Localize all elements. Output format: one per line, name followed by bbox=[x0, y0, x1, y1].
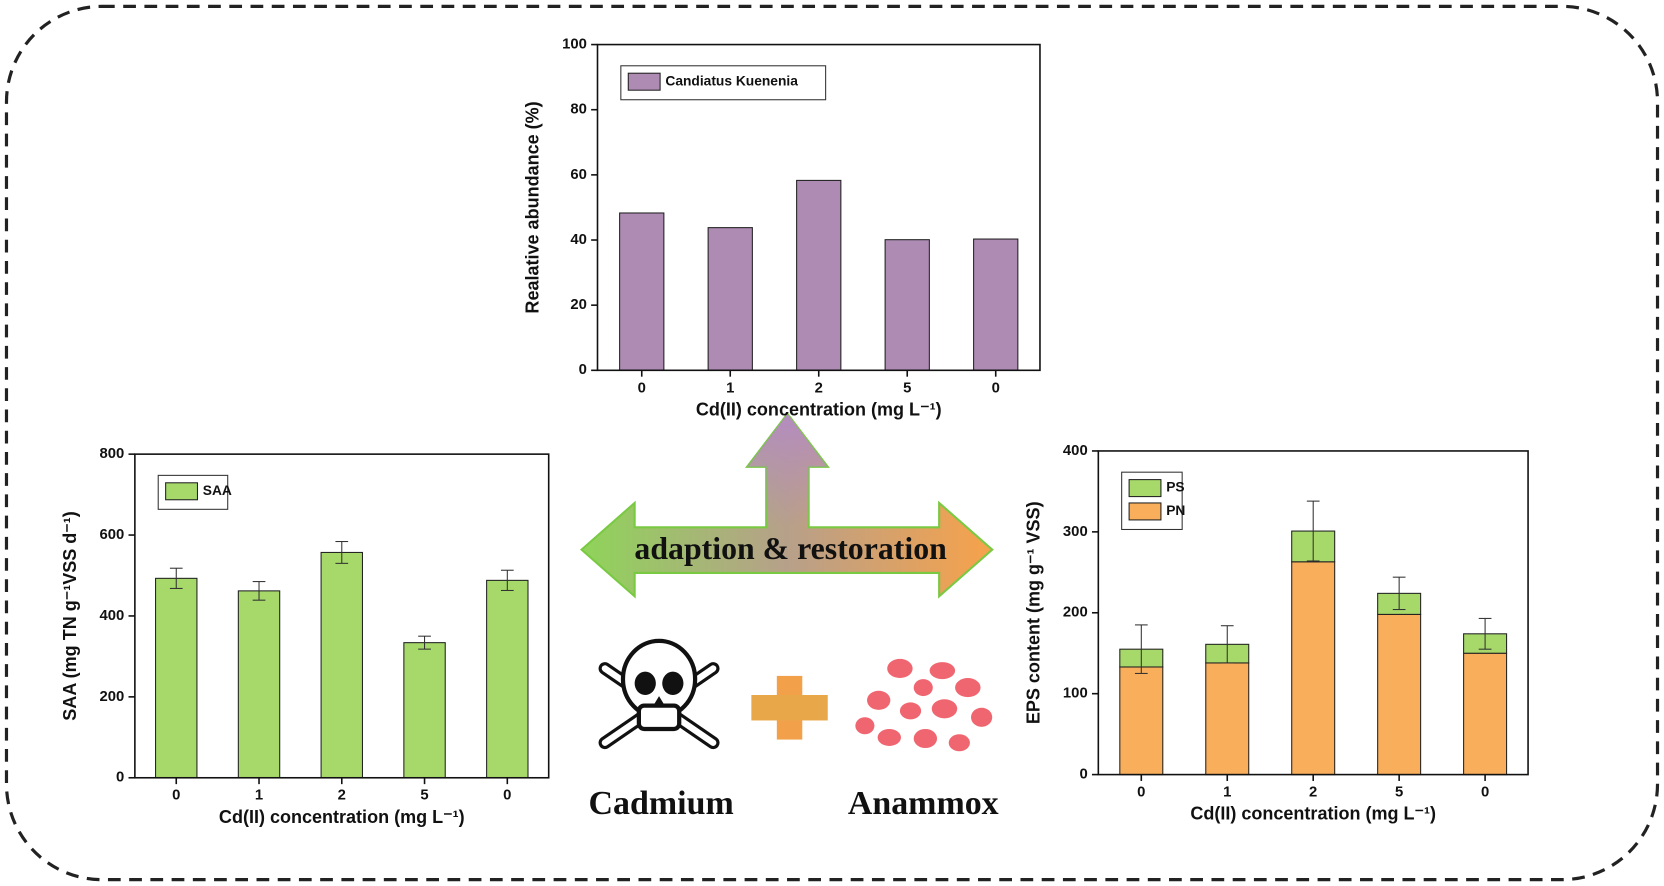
error-bar bbox=[418, 635, 431, 650]
error-bar bbox=[1478, 617, 1492, 650]
bar bbox=[884, 239, 930, 371]
error-bar bbox=[1306, 500, 1320, 562]
legend-swatch bbox=[1128, 479, 1162, 498]
bar bbox=[155, 577, 198, 779]
plus-icon bbox=[751, 675, 828, 740]
x-tick-label: 5 bbox=[420, 788, 428, 804]
legend-swatch bbox=[1128, 502, 1162, 521]
y-tick-label: 20 bbox=[570, 297, 587, 313]
legend-label: SAA bbox=[203, 483, 232, 498]
legend-label: Candiatus Kuenenia bbox=[665, 73, 798, 88]
x-tick-label: 0 bbox=[638, 380, 646, 396]
y-tick-label: 60 bbox=[570, 167, 587, 183]
bar bbox=[619, 212, 665, 371]
x-tick-label: 0 bbox=[172, 788, 180, 804]
x-axis-label: Cd(II) concentration (mg L⁻¹) bbox=[219, 807, 465, 827]
bar bbox=[1119, 666, 1164, 776]
bar bbox=[1463, 652, 1508, 776]
cadmium-label: Cadmium bbox=[589, 785, 734, 822]
y-axis-label: SAA (mg TN g⁻¹VSS d⁻¹) bbox=[60, 511, 80, 721]
error-bar bbox=[1220, 625, 1234, 664]
y-tick-label: 100 bbox=[562, 36, 587, 52]
y-tick-label: 200 bbox=[1063, 605, 1088, 621]
x-tick-label: 5 bbox=[903, 380, 911, 396]
y-axis-label: EPS content (mg g⁻¹ VSS) bbox=[1023, 501, 1043, 724]
skull-icon bbox=[598, 638, 720, 750]
x-tick-label: 2 bbox=[1309, 785, 1317, 801]
bar bbox=[486, 579, 529, 779]
bar bbox=[796, 179, 842, 371]
bar bbox=[1205, 662, 1250, 776]
legend-swatch bbox=[165, 482, 199, 501]
error-bar bbox=[1392, 576, 1406, 611]
error-bar bbox=[500, 569, 514, 592]
bar bbox=[320, 551, 364, 779]
y-tick-label: 0 bbox=[579, 362, 587, 378]
x-tick-label: 0 bbox=[1137, 785, 1145, 801]
error-bar bbox=[252, 581, 266, 601]
anammox-cells bbox=[855, 658, 993, 752]
y-tick-label: 100 bbox=[1063, 686, 1088, 702]
error-bar bbox=[1134, 624, 1148, 674]
x-tick-label: 1 bbox=[255, 788, 263, 804]
error-bar bbox=[169, 567, 183, 589]
bar bbox=[403, 642, 446, 779]
y-tick-label: 800 bbox=[99, 446, 124, 462]
x-tick-label: 1 bbox=[726, 380, 734, 396]
x-tick-label: 2 bbox=[338, 788, 346, 804]
axes-frame bbox=[1097, 450, 1529, 776]
bar bbox=[1291, 561, 1336, 776]
y-tick-label: 40 bbox=[570, 232, 587, 248]
x-axis-label: Cd(II) concentration (mg L⁻¹) bbox=[696, 399, 942, 419]
dashed-border bbox=[4, 4, 1660, 882]
legend-swatch bbox=[627, 72, 661, 91]
center-graphic bbox=[579, 412, 994, 752]
y-tick-label: 400 bbox=[1063, 443, 1088, 459]
x-tick-label: 5 bbox=[1395, 785, 1403, 801]
axes-frame bbox=[596, 43, 1041, 372]
legend-label: PN bbox=[1166, 503, 1185, 518]
axes-frame bbox=[134, 453, 550, 779]
bar bbox=[707, 227, 753, 371]
y-tick-label: 300 bbox=[1063, 524, 1088, 540]
x-tick-label: 2 bbox=[815, 380, 823, 396]
up-arrow bbox=[747, 413, 828, 528]
x-tick-label: 1 bbox=[1223, 785, 1231, 801]
anammox-label: Anammox bbox=[848, 785, 999, 822]
y-tick-label: 0 bbox=[116, 770, 124, 786]
bar bbox=[973, 238, 1019, 371]
error-bar bbox=[335, 540, 349, 564]
y-tick-label: 600 bbox=[99, 527, 124, 543]
x-tick-label: 0 bbox=[992, 380, 1000, 396]
y-tick-label: 0 bbox=[1079, 767, 1087, 783]
legend-label: PS bbox=[1166, 480, 1184, 495]
bar bbox=[237, 590, 281, 779]
x-axis-label: Cd(II) concentration (mg L⁻¹) bbox=[1190, 804, 1436, 824]
y-tick-label: 80 bbox=[570, 102, 587, 118]
x-tick-label: 0 bbox=[1481, 785, 1489, 801]
y-axis-label: Realative abundance (%) bbox=[523, 101, 543, 313]
x-tick-label: 0 bbox=[503, 788, 511, 804]
y-tick-label: 400 bbox=[99, 608, 124, 624]
bar bbox=[1377, 613, 1422, 776]
arrow-label: adaption & restoration bbox=[634, 531, 947, 566]
y-tick-label: 200 bbox=[99, 689, 124, 705]
